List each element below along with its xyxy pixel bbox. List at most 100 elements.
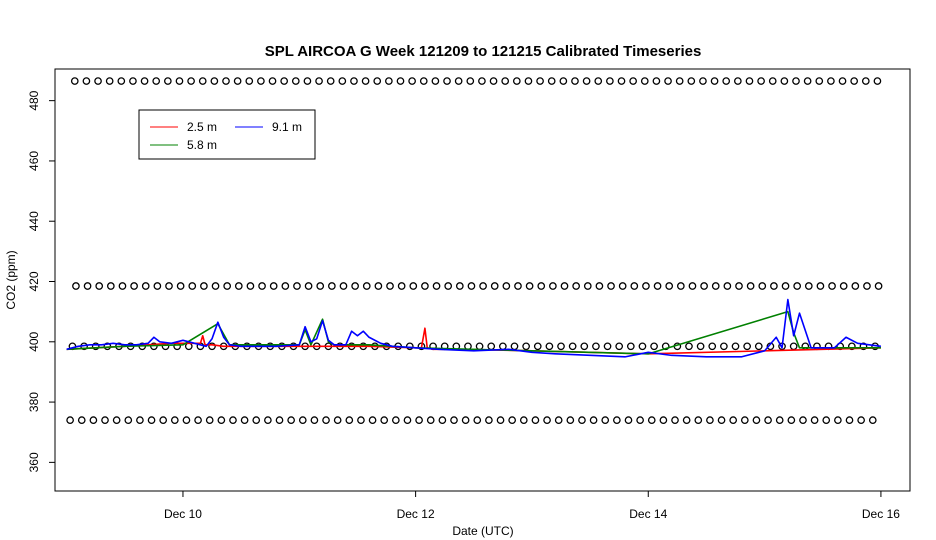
calibration-point <box>487 342 496 351</box>
calibration-point <box>473 416 482 425</box>
y-tick-label: 460 <box>27 151 41 171</box>
calibration-point <box>408 77 416 85</box>
calibration-point <box>489 77 498 85</box>
x-tick-label: Dec 16 <box>862 507 900 521</box>
calibration-point <box>129 77 137 85</box>
calibration-point <box>682 416 691 425</box>
calibration-point <box>77 416 86 425</box>
calibration-point <box>287 416 295 425</box>
calibration-point <box>618 282 627 290</box>
y-tick-label: 400 <box>27 331 41 351</box>
calibration-point <box>187 77 195 85</box>
calibration-point <box>117 77 126 85</box>
calibration-point <box>163 77 172 85</box>
calibration-point <box>754 342 763 351</box>
calibration-point <box>752 416 761 425</box>
calibration-point <box>687 77 696 85</box>
calibration-point <box>582 77 591 85</box>
calibration-point <box>461 416 470 425</box>
calibration-point <box>572 282 580 290</box>
series-lines <box>66 298 882 358</box>
calibration-point <box>315 77 323 85</box>
calibration-point <box>475 342 484 351</box>
calibration-point <box>419 77 428 85</box>
y-tick-label: 480 <box>27 90 41 110</box>
calibration-point <box>638 342 647 351</box>
calibration-point <box>594 77 603 85</box>
calibration-point <box>264 416 272 425</box>
calibration-point <box>478 77 486 85</box>
calibration-point <box>847 342 856 351</box>
calibration-point <box>647 416 656 425</box>
calibration-point <box>130 282 138 290</box>
calibration-point <box>269 282 278 290</box>
calibration-point <box>280 77 289 85</box>
calibration-point <box>624 416 633 425</box>
calibration-point <box>822 416 831 425</box>
y-axis-label: CO2 (ppm) <box>4 250 18 309</box>
calibration-point <box>617 77 626 85</box>
calibration-point <box>700 282 708 290</box>
calibration-point <box>485 416 493 425</box>
calibration-point <box>316 282 325 290</box>
calibration-point <box>676 282 685 290</box>
calibration-point <box>443 77 451 85</box>
calibration-point <box>70 77 79 85</box>
calibration-point <box>479 282 487 290</box>
calibration-point <box>601 416 610 425</box>
calibration-point <box>746 282 755 290</box>
calibration-point <box>595 282 604 290</box>
calibration-point <box>101 416 109 425</box>
calibration-point <box>490 282 499 290</box>
calibration-point <box>545 342 554 351</box>
calibration-point <box>688 282 697 290</box>
calibration-point <box>743 342 751 351</box>
calibration-point <box>89 416 98 425</box>
calibration-point <box>217 416 226 425</box>
calibration-point <box>147 416 156 425</box>
calibration-point <box>310 416 319 425</box>
y-tick-label: 380 <box>27 392 41 412</box>
calibration-point <box>554 416 563 425</box>
legend: 2.5 m 5.8 m 9.1 m <box>138 109 316 160</box>
calibration-point <box>415 416 423 425</box>
calibration-point <box>66 416 74 425</box>
calibration-point <box>717 416 726 425</box>
calibration-point <box>568 342 577 351</box>
calibration-point <box>409 282 418 290</box>
calibration-point <box>664 77 672 85</box>
calibration-point <box>525 282 534 290</box>
calibration-point <box>223 282 232 290</box>
calibration-point <box>152 77 161 85</box>
calibration-point <box>91 342 100 351</box>
series-line-5.8m <box>66 310 881 355</box>
calibration-point <box>386 282 394 290</box>
calibration-point <box>696 342 705 351</box>
calibration-point <box>141 282 150 290</box>
calibration-point <box>438 416 447 425</box>
calibration-point <box>496 416 505 425</box>
x-axis: Dec 10 Dec 12 Dec 14 Dec 16 <box>164 491 900 521</box>
y-axis: 360 380 400 420 440 460 480 <box>27 90 55 472</box>
calibration-point <box>112 416 121 425</box>
calibration-point <box>723 282 732 290</box>
calibration-point <box>396 77 405 85</box>
calibration-point <box>450 416 458 425</box>
calibration-point <box>229 416 237 425</box>
calibration-point <box>653 282 662 290</box>
calibration-point <box>373 77 382 85</box>
calibration-point <box>175 77 184 85</box>
chart-title: SPL AIRCOA G Week 121209 to 121215 Calib… <box>265 43 702 60</box>
calibration-point <box>82 77 91 85</box>
calibration-point <box>708 342 717 351</box>
calibration-point <box>432 282 441 290</box>
calibration-point <box>652 77 661 85</box>
series-line-9.1m <box>66 298 882 358</box>
calibration-point <box>345 416 354 425</box>
calibration-point <box>592 342 600 351</box>
calibration-point <box>770 282 778 290</box>
calibration-point <box>560 282 569 290</box>
calibration-point <box>828 282 836 290</box>
calibration-point <box>789 342 798 351</box>
calibration-point <box>711 282 720 290</box>
